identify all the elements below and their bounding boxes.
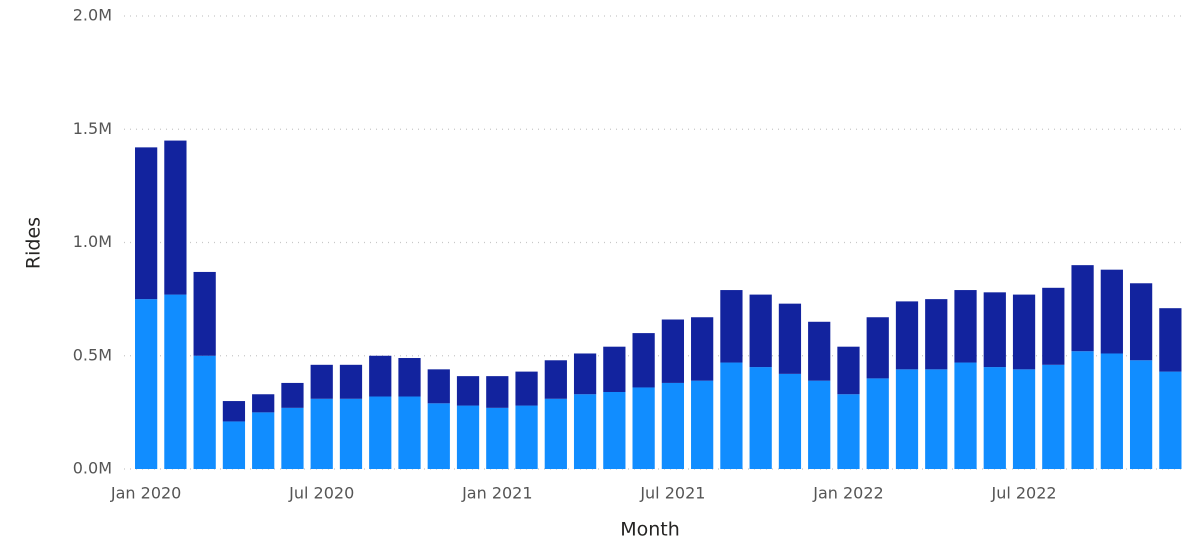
bar-segment (486, 407, 509, 469)
bar-segment (661, 382, 685, 469)
bar-segment (1159, 371, 1182, 469)
bar-segment (252, 412, 275, 469)
bar-segment (983, 367, 1006, 469)
bar-segment (749, 367, 772, 469)
bar-segment (720, 362, 743, 469)
bar-segment (222, 421, 246, 469)
bar-segment (427, 369, 450, 404)
y-tick-label: 2.0M (73, 6, 112, 25)
bar-segment (1159, 308, 1182, 372)
y-tick-label: 1.0M (73, 232, 112, 251)
bar-segment (222, 401, 246, 422)
bar-segment (632, 387, 655, 469)
bar-segment (954, 362, 977, 469)
bar-segment (691, 317, 714, 381)
bar-segment (398, 396, 421, 469)
bar-segment (515, 405, 538, 469)
bar-segment (1129, 360, 1153, 469)
bar-segment (603, 346, 626, 392)
bar-segment (164, 140, 187, 295)
y-tick-label: 1.5M (73, 119, 112, 138)
bar-segment (339, 398, 363, 469)
bar-segment (310, 364, 333, 399)
bar-segment (691, 380, 714, 469)
y-tick-label: 0.5M (73, 345, 112, 364)
bar-segment (778, 303, 802, 374)
bar-segment (135, 147, 158, 300)
bar-segment (1042, 287, 1065, 365)
x-tick-label: Jul 2021 (639, 484, 705, 503)
bar-segment (954, 290, 977, 363)
bar-segment (895, 301, 919, 370)
y-axis-title: Rides (23, 217, 45, 269)
bar-segment (486, 376, 509, 408)
bar-segment (369, 396, 392, 469)
bar-segment (603, 391, 626, 469)
bar-segment (720, 290, 743, 363)
bar-segment (925, 369, 948, 469)
bar-segment (573, 394, 597, 469)
x-axis-title: Month (620, 519, 680, 541)
bar-segment (808, 380, 831, 469)
bar-segment (983, 292, 1006, 368)
bar-segment (1012, 369, 1036, 469)
bar-segment (135, 299, 158, 469)
bar-segment (310, 398, 333, 469)
bar-segment (1042, 364, 1065, 469)
bar-segment (456, 376, 480, 406)
bar-segment (515, 371, 538, 406)
x-tick-label: Jan 2022 (812, 484, 883, 503)
bar-segment (778, 373, 802, 469)
bar-segment (544, 398, 567, 469)
bar-segment (1071, 351, 1094, 469)
bar-segment (895, 369, 919, 469)
bar-segment (427, 403, 450, 469)
bar-segment (193, 355, 216, 469)
bar-segment (164, 294, 187, 469)
bar-segment (1100, 353, 1123, 469)
x-tick-label: Jan 2021 (461, 484, 532, 503)
bar-segment (749, 294, 772, 368)
x-tick-label: Jan 2020 (110, 484, 181, 503)
bar-segment (573, 353, 597, 395)
bar-segment (339, 364, 363, 399)
bar-segment (369, 355, 392, 397)
y-tick-label: 0.0M (73, 459, 112, 478)
bar-segment (544, 360, 567, 399)
bar-segment (281, 407, 304, 469)
bar-segment (866, 378, 889, 469)
bar-segment (281, 382, 304, 408)
x-tick-label: Jul 2022 (990, 484, 1056, 503)
bar-segment (1100, 269, 1123, 354)
bar-segment (837, 394, 860, 469)
bar-segment (808, 321, 831, 381)
bar-segment (866, 317, 889, 379)
bar-segment (456, 405, 480, 469)
bar-segment (398, 358, 421, 397)
bar-segment (193, 271, 216, 356)
bar-segment (925, 299, 948, 370)
bar-segment (632, 333, 655, 388)
bar-segment (1012, 294, 1036, 370)
bar-segment (661, 319, 685, 383)
bar-segment (1071, 265, 1094, 352)
x-tick-label: Jul 2020 (288, 484, 354, 503)
bar-segment (252, 394, 275, 413)
bar-segment (837, 346, 860, 395)
bar-segment (1129, 283, 1153, 361)
